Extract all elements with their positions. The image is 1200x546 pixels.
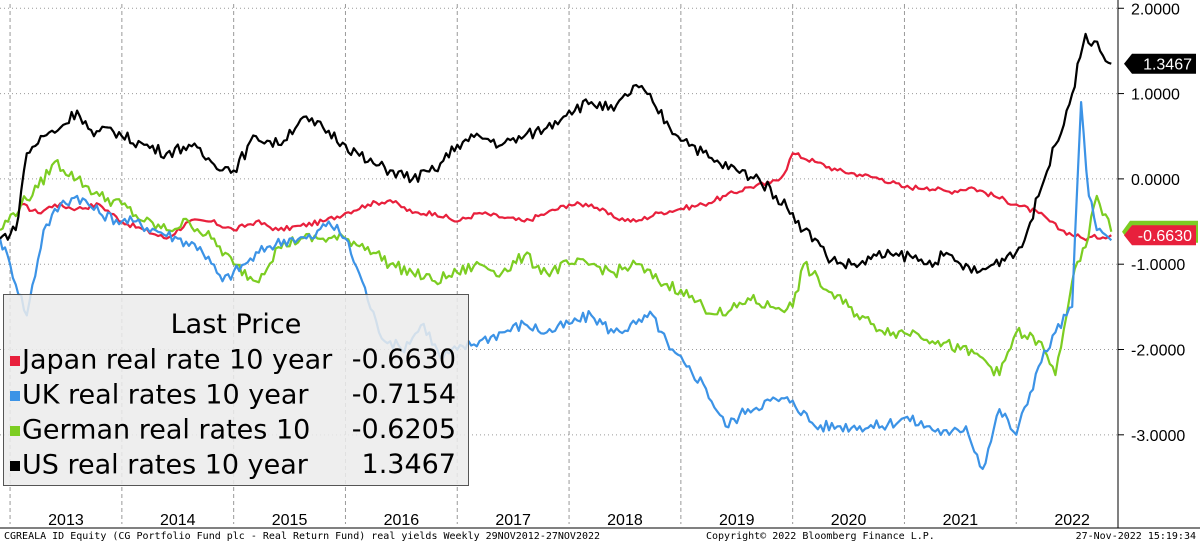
legend-swatch-us — [10, 460, 20, 471]
x-tick-label: 2016 — [384, 512, 420, 529]
legend-name-german: German real rates 10 — [22, 414, 311, 446]
y-tick-label: 2.0000 — [1131, 1, 1180, 18]
y-tick-label: 0.0000 — [1131, 172, 1180, 189]
x-tick-label: 2018 — [607, 512, 643, 529]
legend-value-german: -0.6205 — [351, 414, 456, 445]
series-line — [0, 32, 1112, 274]
x-axis: 2013 2014 2015 2016 2017 2018 2019 2020 2021 2022 — [0, 512, 1200, 529]
series-lines — [0, 32, 1113, 470]
legend-name-uk: UK real rates 10 year — [22, 379, 309, 411]
legend-value-uk: -0.7154 — [351, 379, 456, 410]
footer-source: CGREALA ID Equity (CG Portfolio Fund plc… — [4, 531, 601, 542]
legend-swatch-uk — [10, 390, 20, 401]
series-line — [0, 100, 1113, 470]
grid — [0, 4, 1118, 524]
legend-swatch-japan — [10, 355, 20, 366]
x-tick-label: 2013 — [48, 512, 84, 529]
legend-item-japan: Japan real rate 10 year -0.6630 — [10, 343, 456, 377]
legend: Last Price Japan real rate 10 year -0.66… — [3, 294, 469, 486]
footer-timestamp: 27-Nov-2022 15:19:34 — [1075, 531, 1196, 542]
footer-copyright: Copyright© 2022 Bloomberg Finance L.P. — [706, 531, 935, 542]
legend-name-japan: Japan real rate 10 year — [22, 344, 333, 376]
legend-value-us: 1.3467 — [361, 449, 456, 480]
y-tick-label: -3.0000 — [1131, 428, 1185, 445]
y-tick-label: -1.0000 — [1131, 257, 1185, 274]
us-price-tag-label: 1.3467 — [1143, 57, 1192, 74]
japan-price-tag-bg — [1124, 225, 1196, 246]
series-line — [0, 159, 1113, 377]
series-line — [20, 152, 1112, 242]
x-tick-label: 2021 — [943, 512, 979, 529]
y-tick-label: -2.0000 — [1131, 343, 1185, 360]
x-tick-label: 2022 — [1054, 512, 1090, 529]
japan-price-tag-label: -0.6630 — [1138, 228, 1192, 245]
legend-name-us: US real rates 10 year — [22, 449, 308, 481]
legend-value-japan: -0.6630 — [351, 344, 456, 375]
x-tick-label: 2014 — [160, 512, 196, 529]
legend-title: Last Price — [170, 309, 302, 340]
y-axis: 2.0000 1.0000 0.0000 -1.0000 -2.0000 -3.0000 — [1117, 0, 1185, 528]
x-tick-label: 2017 — [495, 512, 531, 529]
price-tags: 1.3467 -0.6630 — [1122, 53, 1198, 246]
legend-item-us: US real rates 10 year 1.3467 — [10, 448, 456, 482]
x-tick-label: 2020 — [831, 512, 867, 529]
legend-swatch-german — [10, 425, 20, 436]
y-tick-label: 1.0000 — [1131, 87, 1180, 104]
x-tick-label: 2015 — [272, 512, 308, 529]
legend-item-german: German real rates 10 -0.6205 — [10, 413, 456, 447]
us-price-tag-bg — [1124, 53, 1196, 74]
x-tick-label: 2019 — [719, 512, 755, 529]
legend-item-uk: UK real rates 10 year -0.7154 — [10, 378, 456, 412]
